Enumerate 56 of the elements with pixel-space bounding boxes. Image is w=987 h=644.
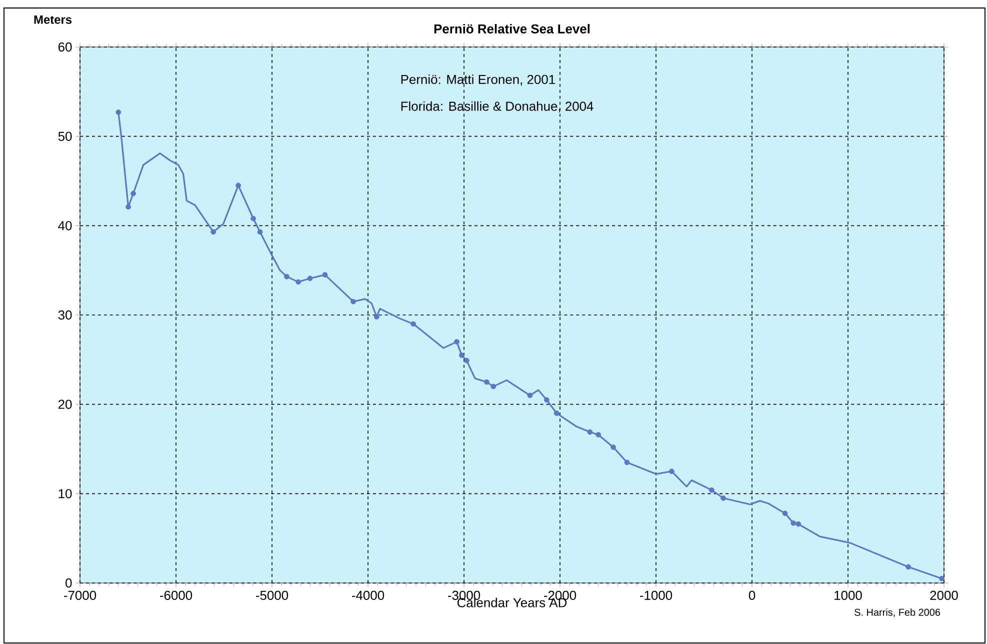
y-tick-label: 40 [58, 221, 72, 230]
y-tick-label: 60 [58, 42, 72, 52]
point [210, 229, 216, 235]
x-tick-label: -2000 [544, 590, 576, 600]
chart-title: Perniö Relative Sea Level [434, 24, 590, 34]
point [350, 298, 356, 304]
point [906, 564, 911, 570]
point [236, 182, 241, 188]
y-axis-title: Meters [34, 16, 72, 24]
x-tick-label: 1000 [834, 590, 862, 600]
point [322, 272, 328, 278]
y-tick-label: 10 [58, 489, 72, 498]
point [587, 429, 593, 435]
point [464, 358, 470, 364]
point [307, 276, 313, 282]
y-tick-label: 30 [58, 310, 72, 320]
point [130, 190, 136, 196]
x-tick-label: -4000 [352, 590, 384, 600]
point [624, 460, 630, 466]
x-tick-label: -3000 [448, 590, 480, 600]
x-tick-label: 0 [748, 590, 756, 600]
point [296, 279, 301, 285]
point [708, 487, 714, 493]
x-tick-label: -5000 [256, 590, 288, 600]
point [554, 410, 560, 416]
annotation: Perniö: Matti Eronen, 2001 [401, 74, 555, 86]
point [116, 110, 122, 115]
point [796, 521, 802, 527]
point [484, 379, 490, 385]
point [939, 576, 944, 582]
point [544, 397, 550, 403]
annotation: Florida: Basillie & Donahue, 2004 [401, 101, 594, 112]
x-tick-label: -6000 [160, 590, 192, 600]
y-tick-label: 50 [58, 132, 72, 141]
point [527, 392, 533, 398]
point [374, 314, 380, 320]
y-tick-label: 0 [66, 578, 72, 588]
point [490, 384, 496, 390]
x-tick-label: 2000 [930, 590, 958, 600]
point [790, 520, 796, 526]
point [668, 468, 674, 474]
text: S. Harris, Feb 2006 [854, 608, 940, 618]
y-tick-label: 20 [58, 400, 72, 409]
point [410, 321, 416, 327]
point [720, 495, 726, 501]
point [250, 216, 256, 222]
x-tick-label: -1000 [640, 590, 672, 600]
point [610, 444, 616, 450]
point [782, 510, 788, 516]
point [284, 274, 290, 280]
point [596, 432, 601, 438]
point [126, 204, 131, 210]
point [459, 352, 464, 358]
point [257, 229, 263, 235]
point [454, 339, 460, 344]
x-tick-label: -7000 [64, 590, 96, 600]
